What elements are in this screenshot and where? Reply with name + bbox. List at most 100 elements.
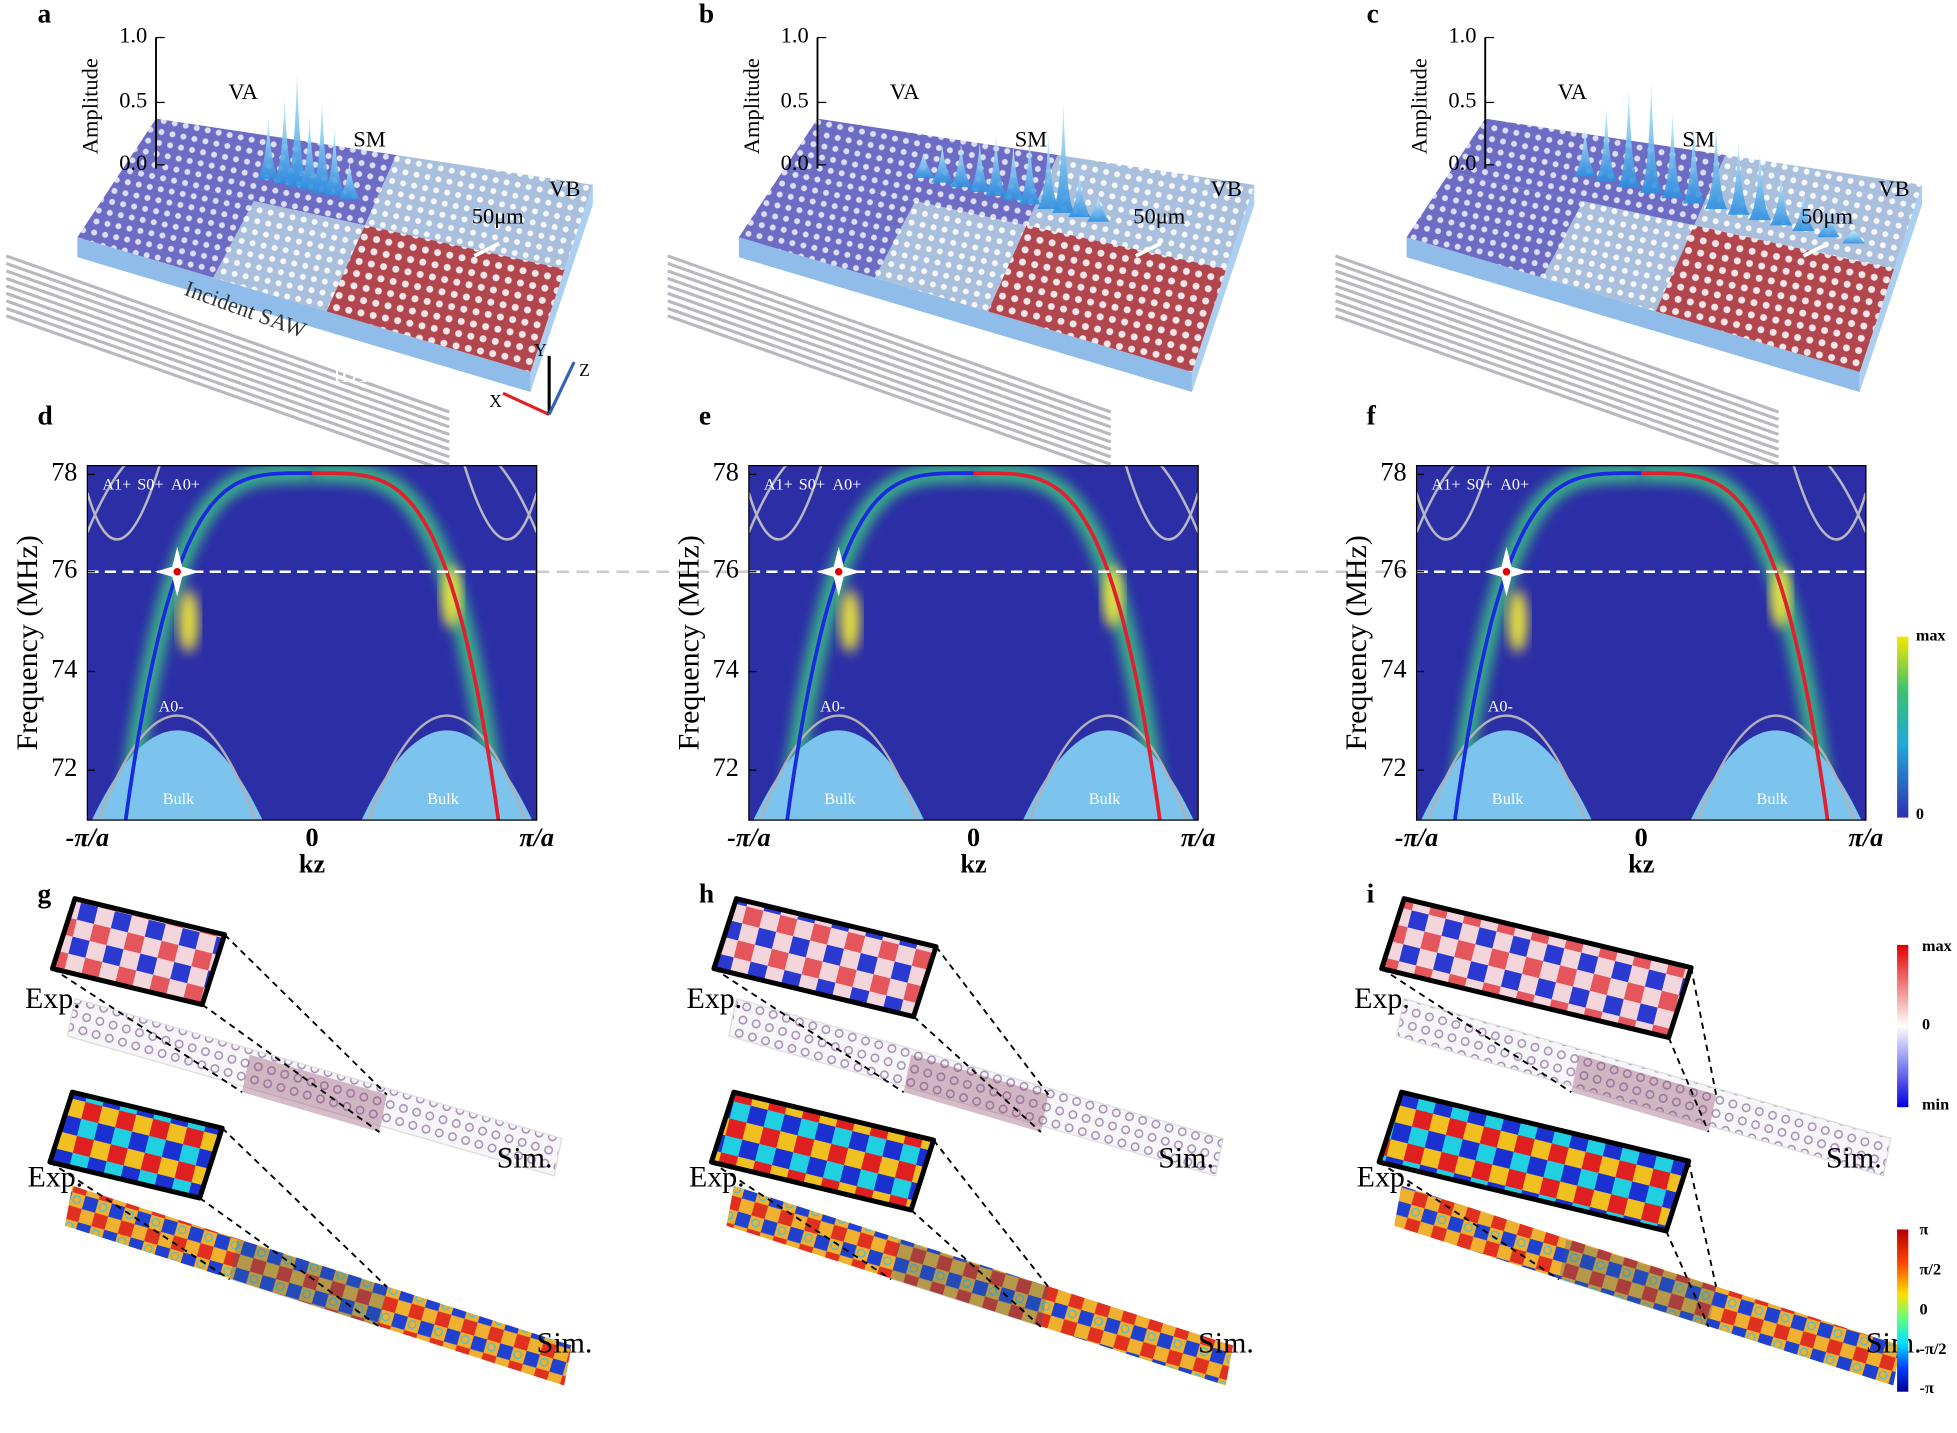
glow-spot — [839, 589, 860, 653]
region-va — [738, 172, 916, 278]
scale-bar-label: 50μm — [1801, 204, 1853, 229]
phase-inset — [47, 1089, 225, 1201]
region-sm — [874, 201, 1027, 312]
panel-label: d — [37, 401, 52, 431]
idt-line — [667, 314, 1112, 474]
y-axis-label: Frequency (MHz) — [11, 535, 44, 750]
idt-line — [5, 284, 450, 444]
gray-band — [367, 714, 527, 821]
tick-label: 0.0 — [119, 150, 147, 175]
amplitude-peak — [1727, 139, 1750, 215]
idt-line — [1334, 254, 1780, 414]
bulk-label: Bulk — [163, 790, 195, 808]
gray-band — [1792, 465, 1866, 541]
bulk-label: Bulk — [1492, 790, 1524, 808]
scale-bar — [473, 241, 501, 258]
plot-area — [87, 465, 537, 821]
y-tick-label: 78 — [713, 457, 739, 486]
amplitude-peak — [1704, 121, 1728, 210]
region-label: VB — [1211, 176, 1242, 201]
x-tick-label: 0 — [967, 823, 980, 852]
idt-line — [667, 306, 1112, 466]
amplitude-peak — [1037, 134, 1060, 210]
amplitude-peak — [273, 96, 296, 184]
slab-side — [1406, 237, 1860, 392]
colorbar-label: π/2 — [1920, 1260, 1942, 1278]
slab-side — [77, 237, 531, 392]
region-sm — [1026, 155, 1255, 270]
zoom-line — [1378, 1161, 1560, 1281]
exp-label: Exp. — [686, 982, 742, 1015]
amplitude-peak — [1595, 106, 1618, 182]
zoom-line — [1690, 967, 1718, 1095]
amplitude-peak — [984, 133, 1008, 197]
idt-line — [1334, 276, 1780, 436]
y-tick-label: 74 — [1380, 655, 1406, 684]
amplitude-peak — [1817, 212, 1840, 238]
mode-label: S0+ — [1467, 475, 1493, 493]
plot-frame — [1415, 465, 1867, 821]
tick-label: 0.5 — [119, 88, 147, 113]
idt-line — [5, 299, 450, 459]
region-sm — [1542, 201, 1695, 312]
region-label: VA — [890, 79, 920, 104]
amplitude-label: Amplitude — [739, 58, 764, 154]
highlight — [242, 1054, 387, 1133]
axis-name: X — [489, 391, 502, 411]
region-va — [120, 118, 397, 226]
idt-line — [5, 254, 450, 414]
scale-bar — [1134, 241, 1162, 258]
y-axis-label: Frequency (MHz) — [672, 535, 705, 750]
idt-line — [667, 254, 1112, 414]
amplitude-peak — [1052, 100, 1075, 213]
idt-line — [5, 314, 450, 474]
tick-label: 1.0 — [1448, 23, 1476, 48]
exp-strip — [1395, 997, 1892, 1177]
amplitude-peak — [912, 152, 935, 178]
region-label: VB — [1878, 176, 1909, 201]
mode-curve — [1641, 471, 1830, 821]
y-tick-label: 72 — [51, 753, 77, 782]
zoom-line — [932, 1139, 1050, 1288]
slab-side — [1859, 184, 1923, 392]
idt-line — [1334, 291, 1780, 451]
plot-frame — [748, 465, 1199, 821]
amplitude-peak — [1748, 151, 1772, 221]
bulk-label: Bulk — [1757, 790, 1789, 808]
bulk-label: Bulk — [824, 790, 856, 808]
gray-band — [97, 714, 258, 821]
zoom-line — [713, 967, 905, 1093]
panel-label: c — [1367, 0, 1379, 29]
x-tick-label: π/a — [519, 823, 554, 852]
tick-label: 0.5 — [1448, 88, 1476, 113]
x-tick-label: 0 — [305, 823, 318, 852]
zoom-line — [1381, 967, 1572, 1093]
plot-area — [1416, 465, 1866, 821]
sim-label: Sim. — [1158, 1142, 1214, 1175]
highlight — [229, 1239, 387, 1327]
amplitude-label: Amplitude — [1407, 58, 1432, 154]
y-axis-label: Frequency (MHz) — [1340, 535, 1373, 750]
mode-curve — [312, 471, 501, 821]
region-vb — [988, 225, 1227, 373]
gray-band — [87, 465, 127, 533]
colorbar-label: min — [1922, 1096, 1949, 1114]
colorbar-label: 0 — [1920, 1300, 1928, 1318]
amplitude-peak — [1018, 135, 1041, 205]
phase-inset — [1376, 1089, 1692, 1234]
sim-label: Sim. — [1826, 1142, 1882, 1175]
mode-label: A1+ — [102, 475, 131, 493]
region-sm — [364, 155, 593, 270]
zoom-line — [199, 1197, 380, 1328]
axis-name: Y — [534, 340, 547, 360]
sim-label: Sim. — [497, 1142, 553, 1175]
exp-inset — [1379, 896, 1694, 1041]
gray-band — [1426, 714, 1587, 821]
region-vb — [326, 225, 565, 373]
x-axis-label: kz — [1628, 849, 1655, 878]
gray-band — [1028, 714, 1189, 821]
x-tick-label: -π/a — [727, 823, 770, 852]
gray-band — [1696, 714, 1856, 821]
panel-label: f — [1367, 401, 1377, 431]
